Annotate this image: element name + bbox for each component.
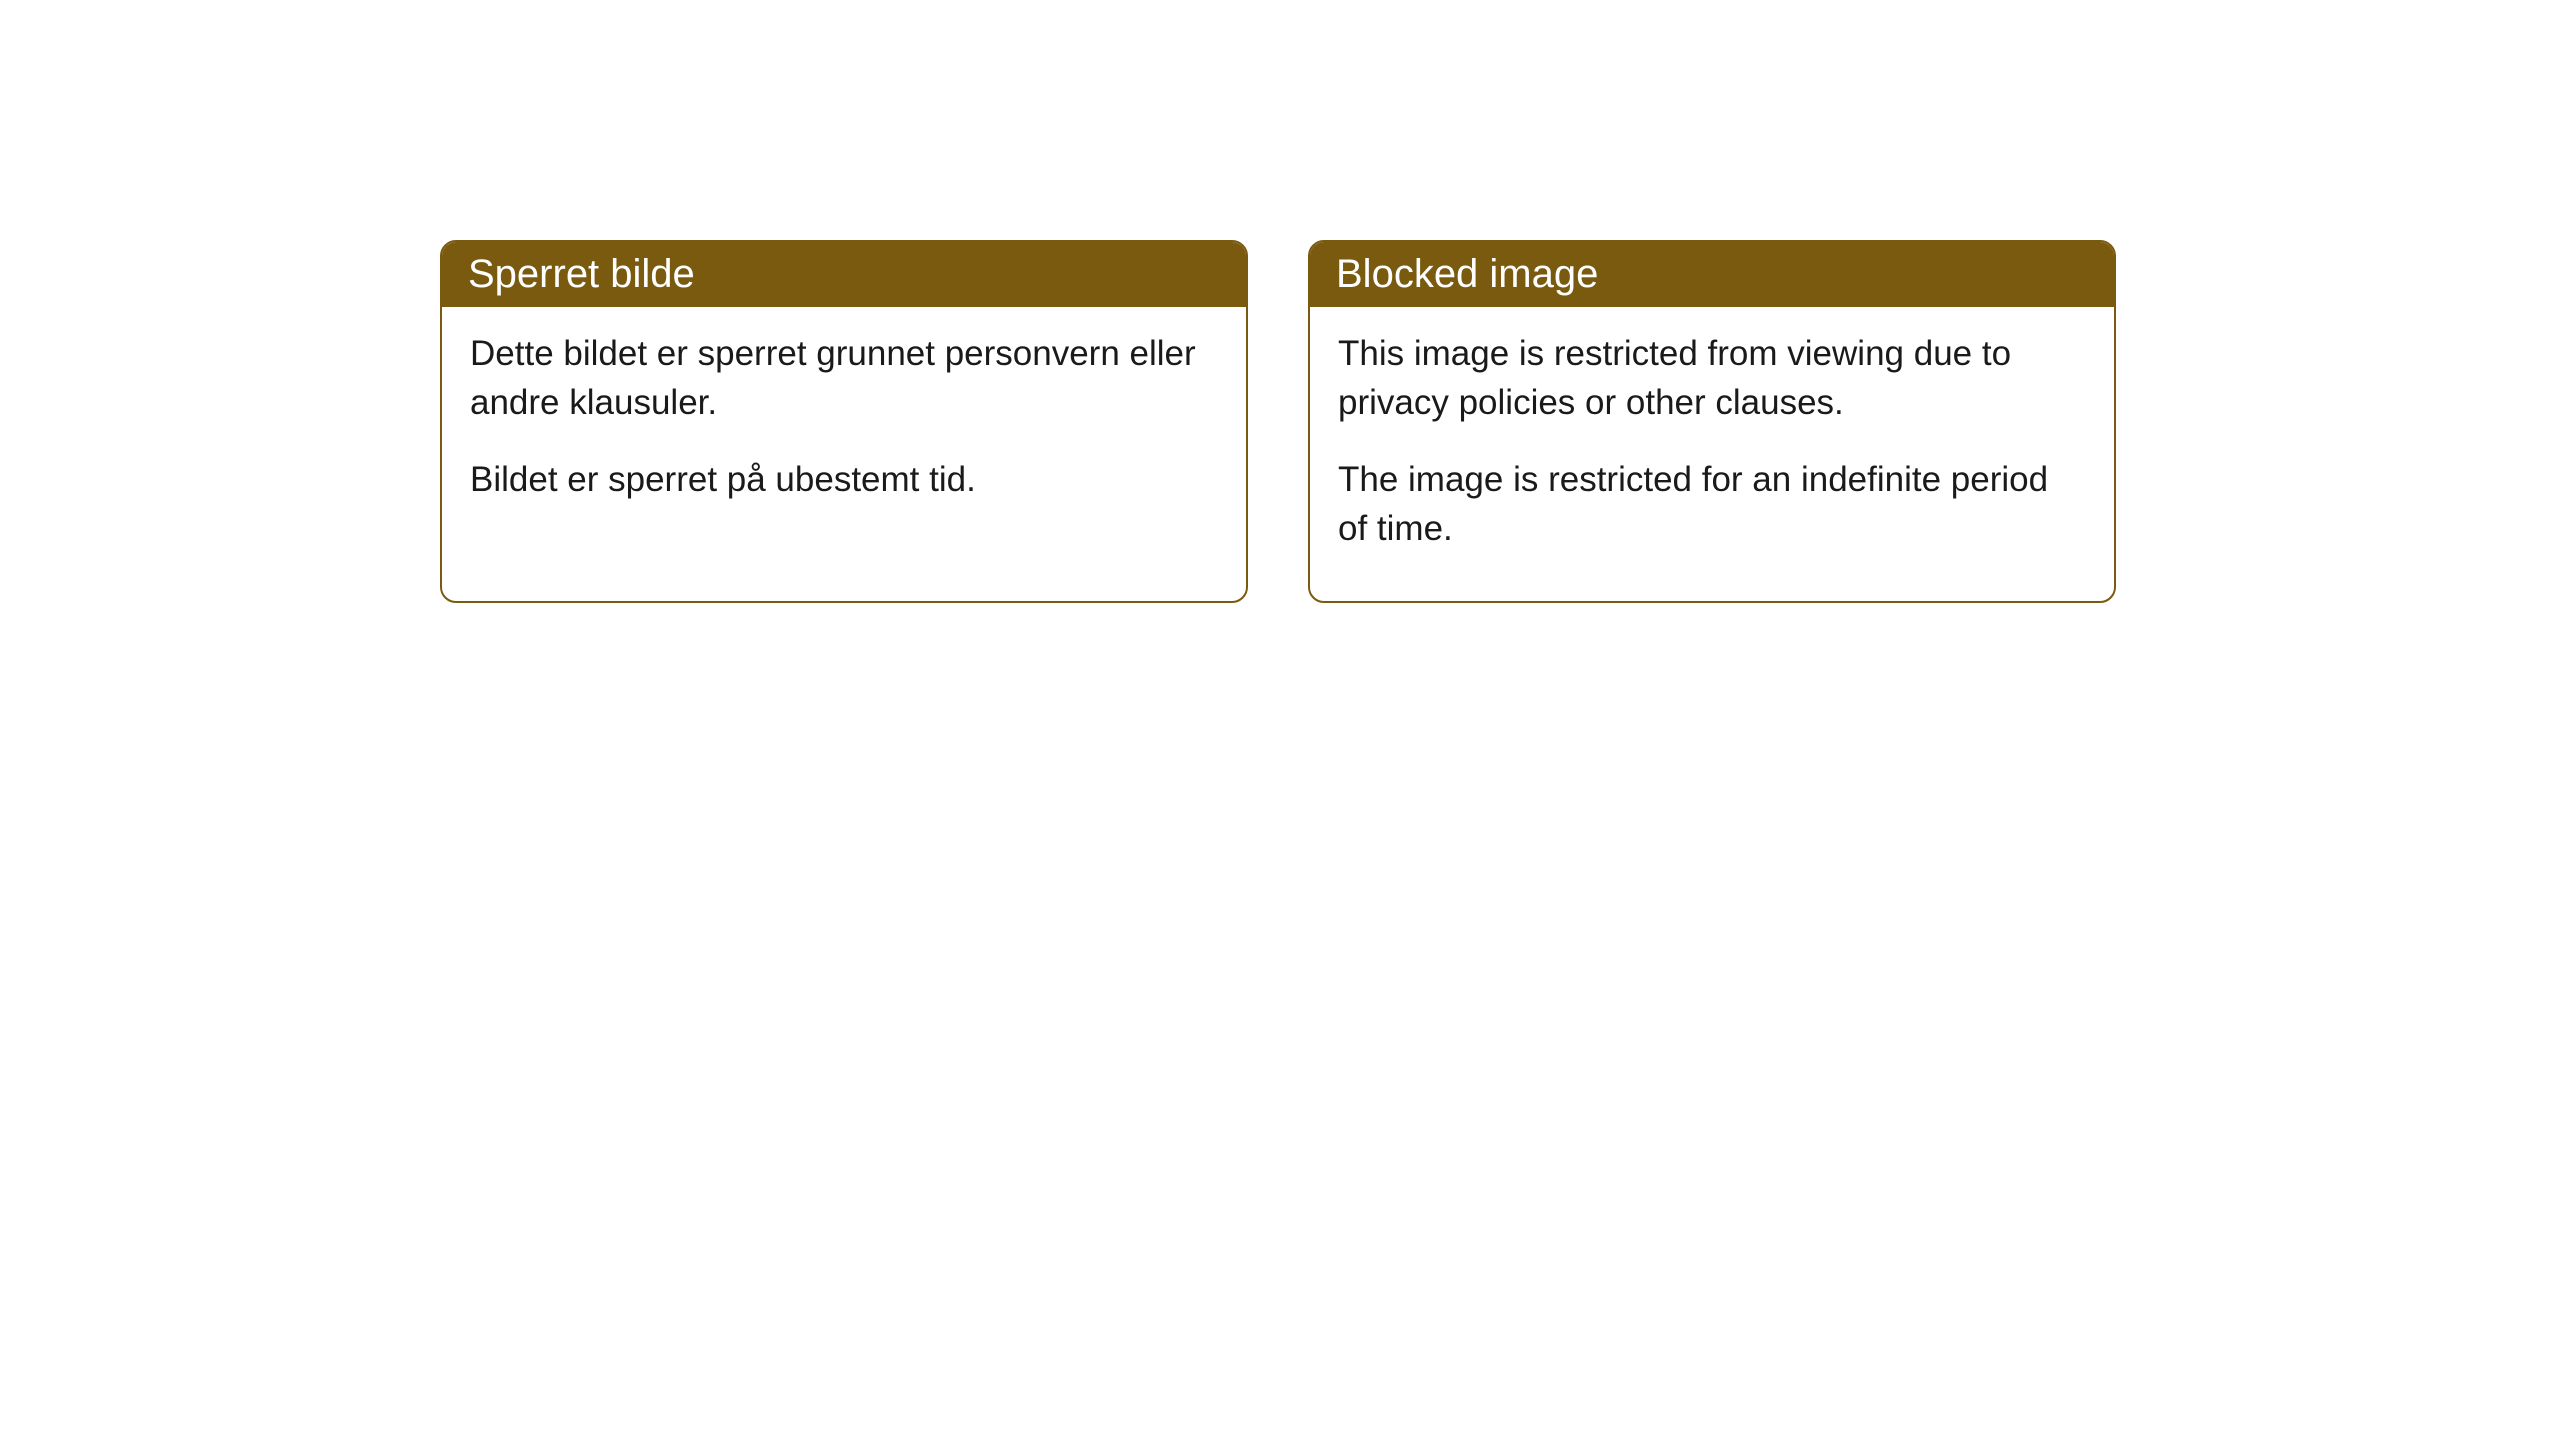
notice-body-english: This image is restricted from viewing du… [1310, 307, 2114, 601]
notice-body-norwegian: Dette bildet er sperret grunnet personve… [442, 307, 1246, 552]
notice-paragraph: Bildet er sperret på ubestemt tid. [470, 455, 1218, 504]
notice-title: Blocked image [1336, 252, 1598, 296]
notice-header-norwegian: Sperret bilde [442, 242, 1246, 307]
notice-title: Sperret bilde [468, 252, 695, 296]
notice-card-norwegian: Sperret bilde Dette bildet er sperret gr… [440, 240, 1248, 603]
notice-paragraph: The image is restricted for an indefinit… [1338, 455, 2086, 553]
notice-header-english: Blocked image [1310, 242, 2114, 307]
notice-container: Sperret bilde Dette bildet er sperret gr… [440, 240, 2116, 603]
notice-paragraph: This image is restricted from viewing du… [1338, 329, 2086, 427]
notice-paragraph: Dette bildet er sperret grunnet personve… [470, 329, 1218, 427]
notice-card-english: Blocked image This image is restricted f… [1308, 240, 2116, 603]
